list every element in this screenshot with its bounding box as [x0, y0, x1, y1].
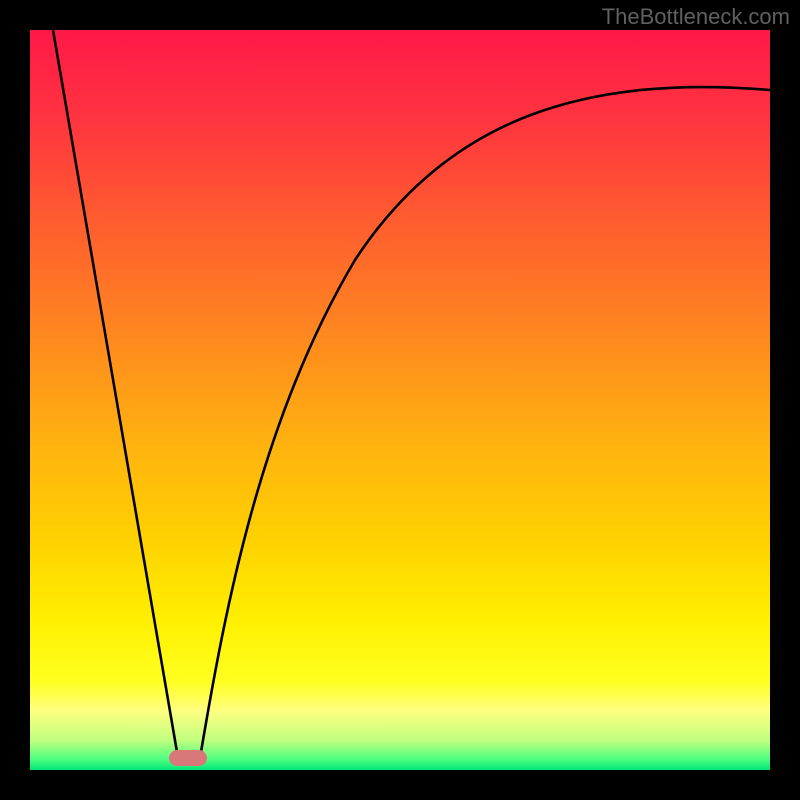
curve-right-branch [201, 87, 770, 752]
frame-border-right [770, 0, 800, 800]
optimal-point-marker [169, 750, 207, 766]
frame-border-left [0, 0, 30, 800]
bottleneck-curve [30, 30, 770, 770]
plot-area [30, 30, 770, 770]
frame-border-bottom [0, 770, 800, 800]
watermark-text: TheBottleneck.com [602, 4, 790, 30]
curve-left-branch [53, 30, 177, 752]
chart-canvas: TheBottleneck.com [0, 0, 800, 800]
